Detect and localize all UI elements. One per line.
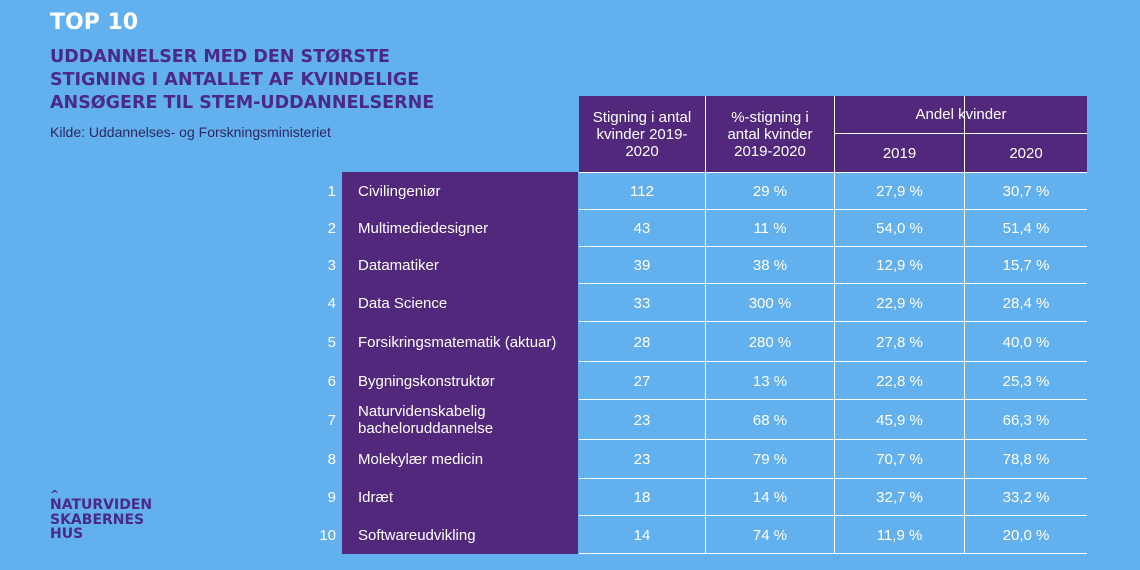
- row-divider: [579, 439, 1087, 440]
- cell-pct-increase: 79 %: [752, 451, 788, 468]
- row-rank: 7: [327, 411, 336, 429]
- row-rank: 8: [327, 451, 336, 468]
- top-label: TOP 10: [50, 10, 139, 35]
- row-divider: [579, 321, 1087, 322]
- row-divider: [579, 478, 1087, 479]
- cell-share-2020: 78,8 %: [1002, 451, 1050, 468]
- logo-line: HUS: [50, 526, 84, 542]
- logo-line: NATURVIDEN: [50, 497, 153, 513]
- cell-share-2019: 27,8 %: [876, 333, 923, 351]
- row-rank: 3: [327, 257, 336, 274]
- cell-share-2019: 45,9 %: [876, 411, 923, 429]
- row-education-name: Multimediedesigner: [342, 210, 578, 247]
- row-education-name: Forsikringsmatematik (aktuar): [342, 322, 578, 362]
- cell-share-2020: 15,7 %: [1002, 257, 1050, 274]
- cell-increase: 112: [630, 182, 654, 200]
- cell-share-2020: 33,2 %: [1002, 489, 1050, 506]
- cell-share-2020: 51,4 %: [1002, 220, 1050, 237]
- cell-increase: 43: [633, 220, 651, 237]
- row-divider: [579, 209, 1087, 210]
- row-education-name: Civilingeniør: [342, 172, 578, 210]
- cell-pct-increase: 300 %: [748, 294, 792, 312]
- header-subdivider: [835, 133, 1087, 134]
- cell-share-2020: 40,0 %: [1002, 333, 1050, 351]
- cell-share-2020: 28,4 %: [1002, 294, 1050, 312]
- row-education-name: Datamatiker: [342, 247, 578, 284]
- headline: UDDANNELSER MED DEN STØRSTE STIGNING I A…: [50, 47, 435, 113]
- cell-share-2019: 70,7 %: [876, 451, 923, 468]
- cell-pct-increase: 14 %: [752, 489, 788, 506]
- cell-share-2019: 27,9 %: [876, 182, 923, 200]
- row-rank: 4: [327, 294, 336, 312]
- cell-increase: 28: [633, 333, 651, 351]
- cell-increase: 27: [633, 372, 651, 390]
- cell-pct-increase: 11 %: [753, 220, 787, 237]
- cell-pct-increase: 38 %: [752, 257, 788, 274]
- logo: ^ NATURVIDEN SKABERNES HUS: [50, 488, 153, 542]
- row-education-name: Molekylær medicin: [342, 440, 578, 479]
- row-divider: [579, 246, 1087, 247]
- cell-pct-increase: 29 %: [752, 182, 788, 200]
- cell-share-2020: 20,0 %: [1002, 526, 1050, 544]
- cell-share-2019: 12,9 %: [876, 257, 923, 274]
- cell-share-2019: 54,0 %: [876, 220, 923, 237]
- cell-pct-increase: 68 %: [752, 411, 788, 429]
- cell-increase: 14: [633, 526, 651, 544]
- row-rank: 6: [327, 372, 336, 390]
- cell-increase: 18: [633, 489, 651, 506]
- row-divider: [579, 283, 1087, 284]
- header-2020: 2020: [965, 134, 1087, 172]
- cell-increase: 39: [633, 257, 651, 274]
- column-divider: [964, 96, 965, 554]
- row-education-name: Naturvidenskabelig bacheloruddannelse: [342, 400, 578, 440]
- row-divider: [579, 553, 1087, 554]
- header-2019: 2019: [835, 134, 964, 172]
- column-divider: [834, 96, 835, 554]
- row-education-name: Data Science: [342, 284, 578, 322]
- cell-increase: 23: [633, 451, 651, 468]
- cell-share-2019: 22,9 %: [876, 294, 923, 312]
- cell-pct-increase: 74 %: [752, 526, 788, 544]
- row-rank: 5: [327, 333, 336, 351]
- column-divider: [705, 96, 706, 554]
- header-share-women: Andel kvinder: [835, 96, 1087, 133]
- cell-share-2020: 25,3 %: [1002, 372, 1050, 390]
- row-divider: [579, 399, 1087, 400]
- header-pct-increase: %-stigning i antal kvinder 2019-2020: [706, 96, 834, 172]
- cell-share-2020: 30,7 %: [1002, 182, 1050, 200]
- cell-increase: 23: [633, 411, 651, 429]
- row-divider: [579, 515, 1087, 516]
- cell-share-2020: 66,3 %: [1002, 411, 1050, 429]
- row-rank: 2: [327, 220, 336, 237]
- row-education-name: Idræt: [342, 479, 578, 516]
- header-increase: Stigning i antal kvinder 2019-2020: [579, 96, 705, 172]
- row-rank: 10: [319, 526, 336, 544]
- cell-pct-increase: 13 %: [752, 372, 788, 390]
- cell-share-2019: 32,7 %: [876, 489, 923, 506]
- source-note: Kilde: Uddannelses- og Forskningsministe…: [50, 124, 331, 140]
- row-education-name: Softwareudvikling: [342, 516, 578, 554]
- row-divider: [579, 361, 1087, 362]
- logo-line: SKABERNES: [50, 511, 145, 528]
- cell-increase: 33: [633, 294, 651, 312]
- cell-share-2019: 11,9 %: [876, 526, 923, 544]
- logo-caret-icon: ^: [50, 488, 60, 501]
- cell-pct-increase: 280 %: [748, 333, 792, 351]
- row-rank: 9: [327, 489, 336, 506]
- header-divider: [579, 172, 1087, 173]
- row-rank: 1: [327, 182, 336, 200]
- row-education-name: Bygningskonstruktør: [342, 362, 578, 400]
- cell-share-2019: 22,8 %: [876, 372, 923, 390]
